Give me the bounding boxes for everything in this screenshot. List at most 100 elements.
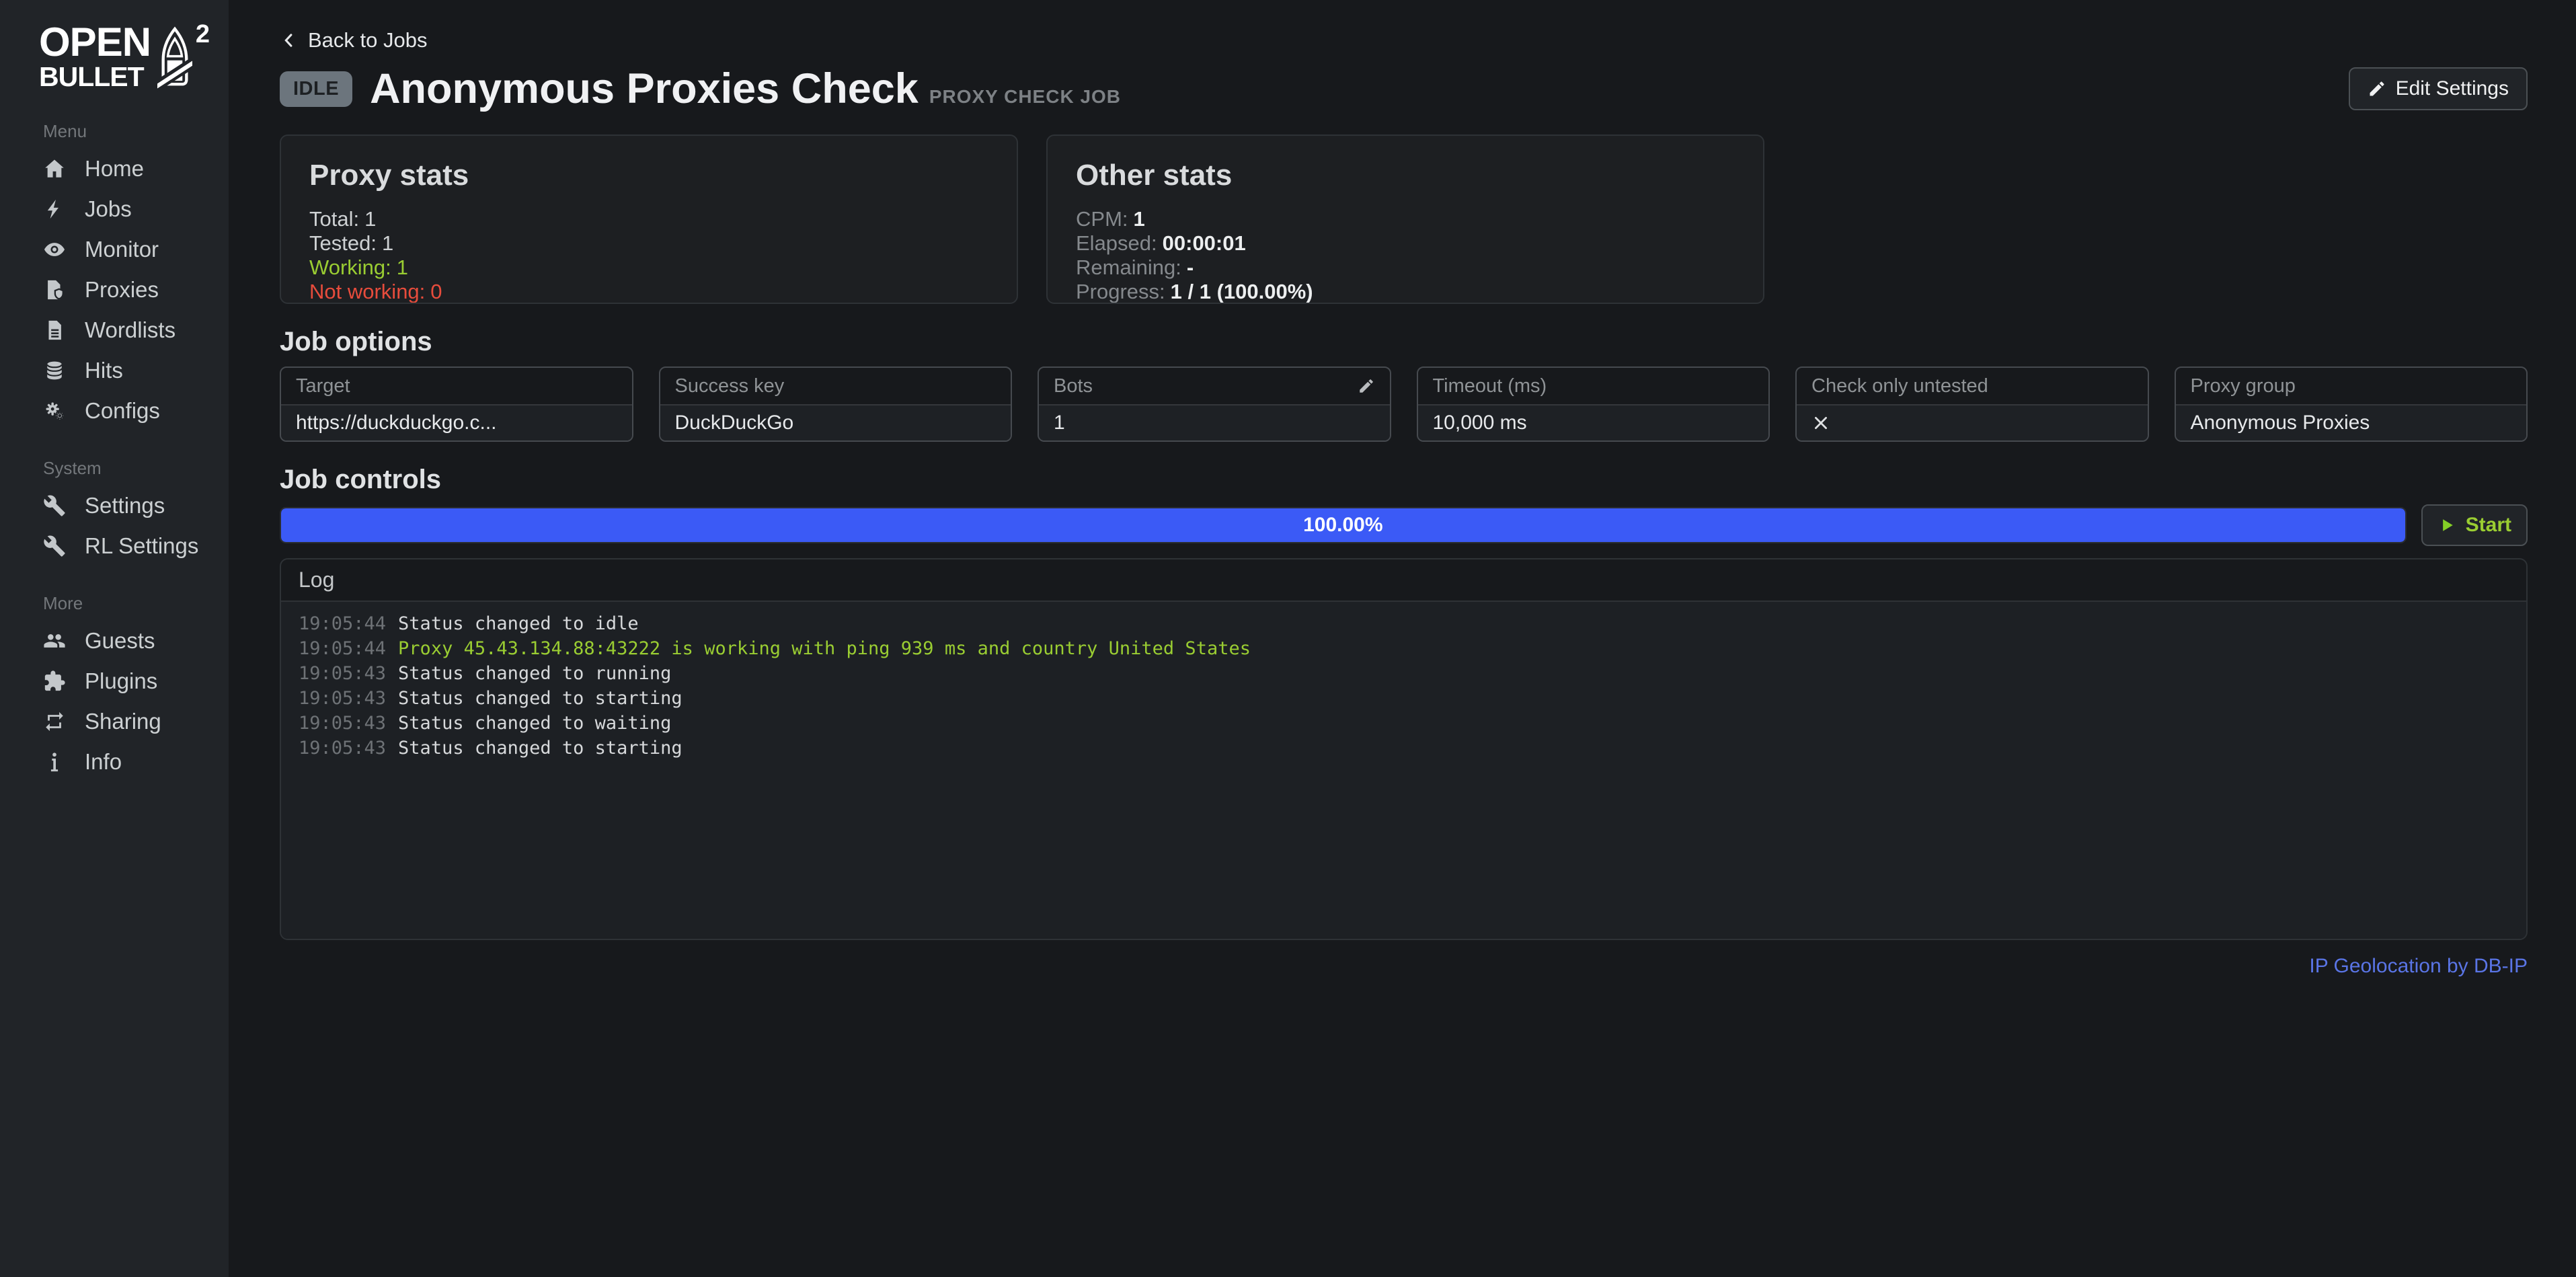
option-value: https://duckduckgo.c... (296, 412, 497, 434)
stat-total: Total: 1 (309, 207, 988, 231)
sidebar-item-label: Jobs (85, 196, 132, 221)
option-value: DuckDuckGo (674, 412, 794, 434)
job-controls-row: 100.00% Start (280, 504, 2528, 546)
sidebar-item-jobs[interactable]: Jobs (0, 189, 229, 229)
sidebar-item-label: Settings (85, 493, 165, 518)
log-message: Proxy 45.43.134.88:43222 is working with… (398, 638, 1251, 659)
job-controls-title: Job controls (280, 465, 442, 494)
sidebar-item-label: Wordlists (85, 317, 176, 342)
log-time: 19:05:43 (299, 688, 387, 709)
sidebar-item-label: Home (85, 156, 145, 181)
option-label: Success key (674, 375, 785, 397)
stat-label: Not working: (309, 280, 426, 303)
stat-progress: Progress: 1 / 1 (100.00%) (1076, 280, 1735, 303)
option-card-proxy-group: Proxy group Anonymous Proxies (2174, 366, 2528, 442)
option-value: 10,000 ms (1432, 412, 1527, 434)
sidebar-item-label: RL Settings (85, 533, 199, 558)
option-label: Target (296, 375, 350, 397)
x-mark-icon (1811, 414, 1830, 432)
option-card-check-only-untested: Check only untested (1795, 366, 2149, 442)
sidebar-item-label: Sharing (85, 709, 161, 734)
log-entry: 19:05:43 Status changed to starting (281, 736, 2526, 761)
option-label: Timeout (ms) (1432, 375, 1547, 397)
back-to-jobs-link[interactable]: Back to Jobs (280, 28, 427, 52)
edit-settings-button[interactable]: Edit Settings (2348, 67, 2528, 110)
sidebar-item-info[interactable]: Info (0, 742, 229, 782)
repeat-icon (42, 710, 67, 733)
option-value: 1 (1054, 412, 1065, 434)
sidebar-item-settings[interactable]: Settings (0, 486, 229, 526)
log-time: 19:05:43 (299, 738, 387, 759)
page-title: Anonymous Proxies Check (370, 65, 919, 112)
sidebar-item-label: Plugins (85, 668, 158, 693)
home-icon (42, 157, 67, 180)
log-message: Status changed to running (398, 663, 672, 684)
stat-label: CPM: (1076, 207, 1128, 231)
stat-label: Tested: (309, 231, 377, 255)
other-stats-card: Other stats CPM: 1 Elapsed: 00:00:01 Remai… (1046, 134, 1764, 304)
sidebar-item-rl-settings[interactable]: RL Settings (0, 526, 229, 566)
sidebar: OPEN BULLET 2 Menu Home Jobs (0, 0, 229, 1277)
stat-cpm: CPM: 1 (1076, 207, 1735, 231)
logo-line-bullet: BULLET (39, 61, 145, 92)
start-button[interactable]: Start (2421, 504, 2528, 546)
sidebar-item-plugins[interactable]: Plugins (0, 661, 229, 701)
sidebar-item-hits[interactable]: Hits (0, 350, 229, 391)
sidebar-item-configs[interactable]: Configs (0, 391, 229, 431)
option-value: Anonymous Proxies (2190, 412, 2370, 434)
log-panel: Log 19:05:44 Status changed to idle 19:0… (280, 558, 2528, 940)
stat-not-working: Not working: 0 (309, 280, 988, 303)
other-stats-title: Other stats (1076, 159, 1233, 192)
sidebar-item-wordlists[interactable]: Wordlists (0, 310, 229, 350)
database-icon (42, 359, 67, 382)
sidebar-item-label: Hits (85, 358, 123, 383)
title-row: IDLE Anonymous Proxies Check PROXY CHECK… (280, 65, 2528, 113)
nav-section-label-menu: Menu (43, 121, 87, 141)
stat-value: 1 (1133, 207, 1145, 231)
sidebar-item-monitor[interactable]: Monitor (0, 229, 229, 270)
sidebar-item-proxies[interactable]: Proxies (0, 270, 229, 310)
geolocation-link[interactable]: IP Geolocation by DB-IP (2309, 955, 2528, 977)
nav-section-label-more: More (43, 593, 83, 613)
log-time: 19:05:43 (299, 713, 387, 734)
logo-superscript: 2 (195, 20, 210, 48)
option-card-target: Target https://duckduckgo.c... (280, 366, 633, 442)
stat-value: 1 (381, 231, 394, 255)
progress-fill: 100.00% (281, 508, 2405, 542)
lightning-icon (42, 198, 67, 221)
chevron-left-icon (280, 31, 299, 50)
info-icon (42, 750, 67, 773)
main-content: Back to Jobs IDLE Anonymous Proxies Chec… (229, 0, 2576, 1277)
file-lines-icon (42, 319, 67, 342)
sidebar-item-label: Info (85, 749, 122, 774)
option-label: Check only untested (1811, 375, 1988, 397)
app-logo[interactable]: OPEN BULLET 2 (39, 20, 229, 94)
users-icon (42, 629, 67, 652)
stat-value: 1 (364, 207, 377, 231)
sidebar-item-sharing[interactable]: Sharing (0, 701, 229, 742)
stat-elapsed: Elapsed: 00:00:01 (1076, 231, 1735, 256)
back-to-jobs-label: Back to Jobs (308, 28, 428, 52)
sidebar-item-home[interactable]: Home (0, 149, 229, 189)
progress-label: 100.00% (1303, 514, 1383, 536)
app-logo-text: OPEN BULLET (39, 20, 151, 92)
job-options-title: Job options (280, 327, 432, 356)
log-entry: 19:05:44 Proxy 45.43.134.88:43222 is wor… (281, 636, 2526, 661)
stat-value: - (1186, 256, 1194, 279)
gears-icon (42, 399, 67, 422)
sidebar-item-label: Guests (85, 628, 155, 653)
status-badge: IDLE (280, 71, 353, 107)
stat-label: Progress: (1076, 280, 1165, 303)
sidebar-item-guests[interactable]: Guests (0, 621, 229, 661)
option-card-timeout: Timeout (ms) 10,000 ms (1416, 366, 1770, 442)
footer: IP Geolocation by DB-IP (280, 955, 2528, 978)
pencil-icon[interactable] (1358, 377, 1375, 395)
log-entry: 19:05:43 Status changed to starting (281, 686, 2526, 711)
sidebar-item-label: Proxies (85, 277, 159, 302)
logo-line-open: OPEN (39, 20, 151, 65)
stat-value: 00:00:01 (1162, 231, 1246, 255)
log-time: 19:05:44 (299, 613, 387, 634)
log-body: 19:05:44 Status changed to idle 19:05:44… (281, 602, 2526, 939)
log-entry: 19:05:44 Status changed to idle (281, 611, 2526, 636)
